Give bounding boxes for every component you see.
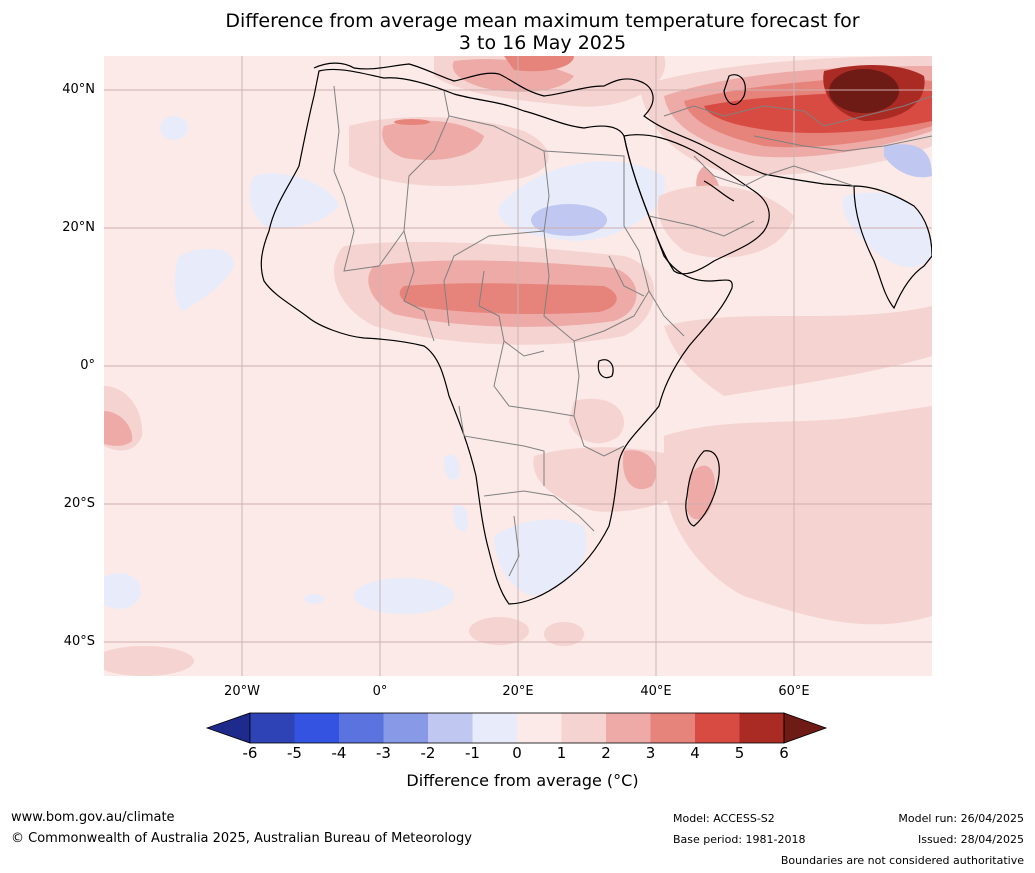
lat-label-40s: 40°S [63,634,95,649]
title-line-2: 3 to 16 May 2025 [458,32,627,54]
footer-website: www.bom.gov.au/climate [11,810,175,825]
footer-disclaimer: Boundaries are not considered authoritat… [780,854,1024,867]
colorbar-tick-label: -4 [331,744,347,762]
colorbar-cell [250,713,295,743]
colorbar-tick-label: 1 [556,744,567,762]
colorbar-extend-high [783,712,828,744]
colorbar-tick-label: -5 [287,744,302,762]
colorbar-cell [739,713,784,743]
colorbar-cell [294,713,339,743]
lon-label-0: 0° [372,684,388,699]
lon-label-20e: 20°E [502,684,534,699]
colorbar-cell [695,713,740,743]
lon-label-40e: 40°E [640,684,672,699]
colorbar-tick-label: -2 [420,744,436,762]
colorbar-tick-label: 5 [734,744,745,762]
colorbar-cell [561,713,606,743]
colorbar-cell [517,713,562,743]
colorbar-tick-label: -1 [465,744,480,762]
footer-copyright: © Commonwealth of Australia 2025, Austra… [11,831,472,846]
colorbar-tick-label: 2 [601,744,611,762]
footer-issued: Issued: 28/04/2025 [917,833,1024,846]
colorbar-tick-label: 0 [512,744,522,762]
colorbar-cell [606,713,651,743]
lat-label-20s: 20°S [63,496,95,511]
lon-label-60e: 60°E [778,684,810,699]
footer-model: Model: ACCESS-S2 [673,812,775,825]
colorbar-cell [472,713,517,743]
colorbar-cell [339,713,384,743]
forecast-map [104,56,932,676]
lat-label-20n: 20°N [62,220,95,235]
footer-model-run: Model run: 26/04/2025 [898,812,1024,825]
colorbar-cell [383,713,428,743]
lon-label-20w: 20°W [224,684,260,699]
footer-base-period: Base period: 1981-2018 [673,833,806,846]
colorbar-tick-label: 3 [645,744,656,762]
colorbar-cell [428,713,473,743]
map-title: Difference from average mean maximum tem… [0,10,1035,54]
lat-label-0: 0° [80,358,95,373]
colorbar-extend-low [205,712,251,744]
colorbar-tick-label: 6 [779,744,789,762]
colorbar-tick-label: 4 [690,744,700,762]
title-line-1: Difference from average mean maximum tem… [225,10,860,32]
colorbar-border [249,712,785,744]
colorbar-title: Difference from average (°C) [406,771,639,790]
lat-label-40n: 40°N [62,82,95,97]
colorbar-tick-label: -3 [376,744,391,762]
colorbar-cell [650,713,695,743]
colorbar [205,712,828,744]
colorbar-tick-label: -6 [242,744,258,762]
